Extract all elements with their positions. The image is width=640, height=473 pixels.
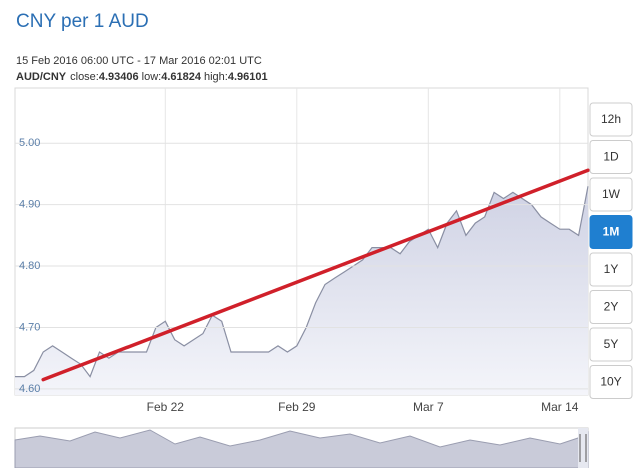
x-tick-label: Mar 14 [541, 400, 579, 414]
button-label: 1Y [604, 262, 619, 276]
area [15, 186, 588, 395]
stat-value: 4.61824 [161, 71, 202, 83]
x-tick-label: Feb 22 [147, 400, 185, 414]
stat-value: 4.93406 [99, 71, 139, 83]
navigator-handles [579, 434, 587, 462]
range-button[interactable]: 2Y [589, 290, 633, 324]
y-tick-label: 4.70 [19, 321, 40, 333]
range-button[interactable]: 1M [589, 215, 633, 249]
x-tick-label: Mar 7 [413, 400, 444, 414]
y-tick-label: 4.60 [19, 383, 40, 395]
button-bg [589, 327, 633, 362]
range-button[interactable]: 1Y [589, 252, 633, 287]
button-label: 2Y [604, 300, 619, 314]
range-button[interactable]: 12h [589, 102, 633, 137]
button-bg [589, 140, 633, 174]
navigator-selection [578, 428, 588, 468]
range-button[interactable]: 1W [589, 177, 633, 212]
button-bg [589, 365, 633, 399]
button-label: 1M [603, 225, 620, 239]
stat-label: low: [142, 71, 162, 83]
line [15, 186, 589, 378]
trend-line [41, 168, 590, 382]
button-label: 1W [602, 187, 621, 201]
pair: AUD/CNY [16, 71, 67, 83]
range-button[interactable]: 10Y [589, 365, 633, 399]
y-tick-label: 5.00 [19, 137, 40, 149]
stat-label: high: [204, 71, 228, 83]
y-tick-label: 4.90 [19, 199, 40, 211]
button-bg [589, 252, 633, 287]
button-bg [589, 215, 633, 249]
chart-title: CNY per 1 AUD [16, 11, 149, 32]
navigator [14, 427, 589, 469]
button-label: 1D [603, 150, 619, 164]
stats-line: AUD/CNY close:4.93406 low:4.61824 high:4.96… [16, 71, 268, 83]
button-bg [589, 177, 633, 212]
y-tick-label: 4.80 [19, 260, 40, 272]
range-button[interactable]: 1D [589, 140, 633, 174]
button-bg [589, 290, 633, 324]
stat-label: close: [70, 71, 99, 83]
button-label: 10Y [600, 375, 621, 389]
x-tick-label: Feb 29 [278, 400, 316, 414]
stat-value: 4.96101 [228, 71, 268, 83]
range-button[interactable]: 5Y [589, 327, 633, 362]
button-bg [589, 102, 633, 137]
plot-layer [15, 88, 589, 395]
button-label: 5Y [604, 337, 619, 351]
button-label: 12h [601, 112, 621, 126]
subtitle: 15 Feb 2016 06:00 UTC - 17 Mar 2016 02:0… [16, 55, 262, 67]
